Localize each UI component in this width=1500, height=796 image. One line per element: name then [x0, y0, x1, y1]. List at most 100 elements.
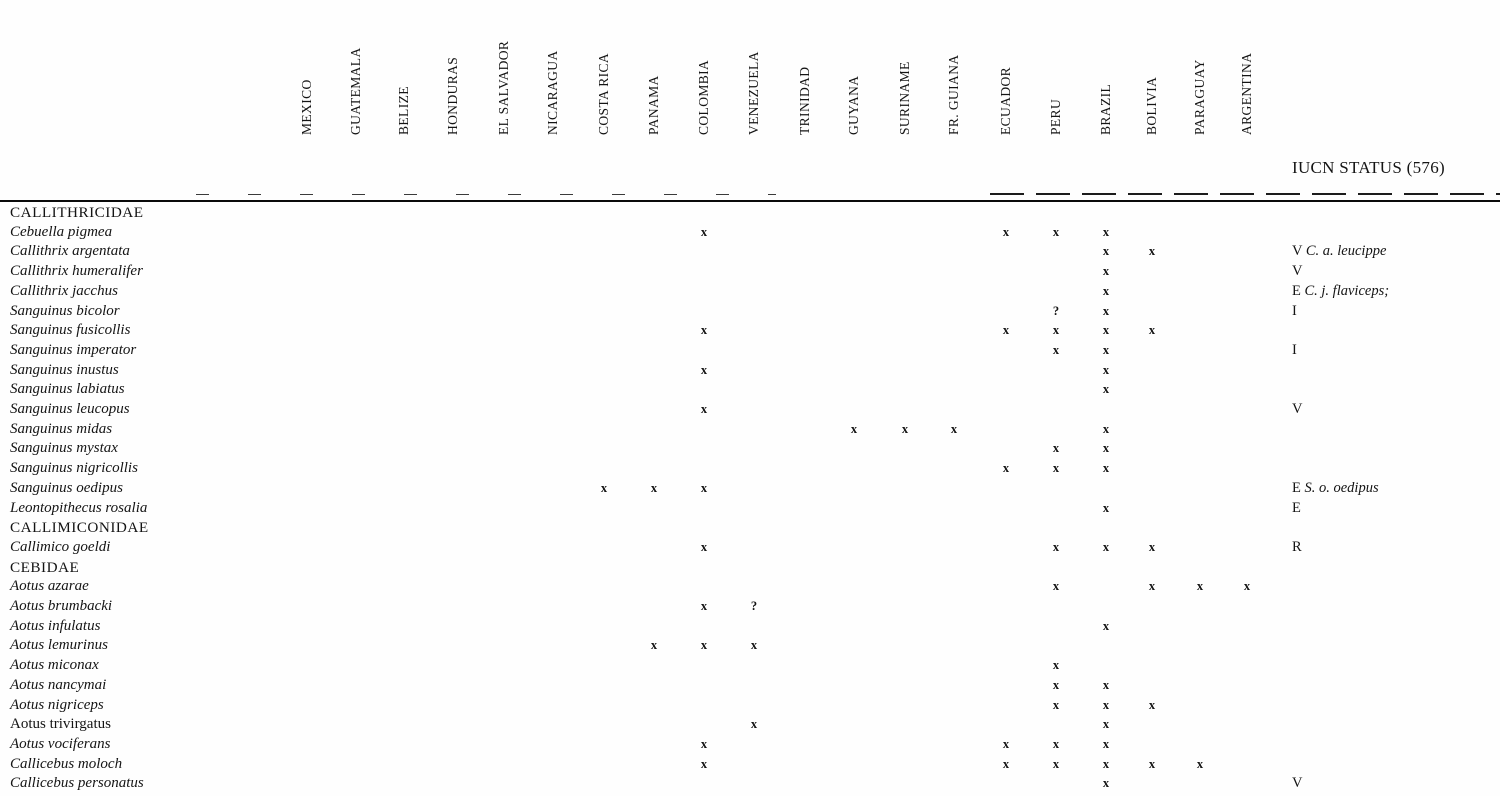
column-header-country: PERU	[1048, 98, 1063, 135]
presence-mark: x	[1102, 283, 1110, 298]
presence-mark: x	[1052, 677, 1060, 692]
presence-mark: x	[650, 638, 658, 653]
iucn-status-code: E	[1292, 499, 1301, 516]
table-row: Sanguinus midas x x x x	[0, 420, 1500, 440]
presence-mark: x	[700, 599, 708, 613]
iucn-status-code: I	[1292, 302, 1297, 319]
column-header-country: HONDURAS	[445, 56, 460, 135]
column-header-country: GUATEMALA	[348, 47, 363, 135]
presence-mark: x	[750, 717, 758, 732]
presence-mark: x	[1052, 441, 1060, 456]
column-header-country: COSTA RICA	[596, 52, 611, 135]
presence-mark: x	[1102, 382, 1110, 397]
species-name: Sanguinus labiatus	[10, 381, 125, 398]
table-row: Leontopithecus rosalia x E	[0, 499, 1500, 519]
iucn-status-subspecies-note: S. o. oedipus	[1304, 479, 1379, 496]
presence-mark: ?	[750, 599, 758, 613]
table-row: Aotus nigriceps x x x	[0, 696, 1500, 716]
iucn-status: E	[1292, 499, 1301, 519]
table-row: Sanguinus leucopus x V	[0, 400, 1500, 420]
species-name: Cebuella pigmea	[10, 223, 113, 240]
presence-mark: x	[1052, 736, 1060, 751]
presence-mark: x	[1102, 303, 1110, 318]
species-name: Sanguinus oedipus	[10, 479, 123, 496]
presence-mark: x	[1052, 461, 1060, 476]
table-row: Sanguinus oedipus x x x E S. o. oedipus	[0, 479, 1500, 499]
presence-mark: x	[1002, 224, 1010, 239]
column-header-country: TRINIDAD	[797, 66, 812, 135]
presence-mark: x	[1102, 323, 1110, 338]
species-name: Sanguinus fusicollis	[10, 322, 131, 339]
presence-mark: x	[1102, 224, 1110, 239]
iucn-status: R	[1292, 538, 1302, 558]
column-header-country: BOLIVIA	[1144, 76, 1159, 135]
family-name: CALLITHRICIDAE	[10, 204, 144, 221]
table-row: Sanguinus mystax x x	[0, 439, 1500, 459]
table-row: Aotus miconax x	[0, 656, 1500, 676]
species-name: Aotus infulatus	[10, 617, 101, 634]
table-row: Sanguinus bicolor? x I	[0, 302, 1500, 322]
presence-mark: x	[1148, 539, 1156, 554]
iucn-status-subspecies-note: C. a. leucippe	[1305, 243, 1387, 260]
presence-mark: x	[1102, 539, 1110, 554]
presence-mark: x	[1002, 736, 1010, 751]
column-header-country: SURINAME	[897, 61, 912, 135]
table-row: Aotus azarae x x x x	[0, 577, 1500, 597]
iucn-status-code: R	[1292, 538, 1302, 555]
species-name: Sanguinus imperator	[10, 341, 137, 358]
column-header-country: EL SALVADOR	[496, 40, 511, 135]
presence-mark: x	[1102, 342, 1110, 357]
iucn-status: E C. j. flaviceps;	[1292, 282, 1389, 302]
species-name: Aotus vociferans	[10, 735, 111, 752]
table-row: Callimico goeldi x x x x R	[0, 538, 1500, 558]
species-name: Aotus trivirgatus	[10, 716, 111, 733]
table-row: Sanguinus fusicollis x x x x x	[0, 321, 1500, 341]
column-header-country: ECUADOR	[998, 66, 1013, 135]
presence-mark: x	[1102, 756, 1110, 771]
presence-mark: x	[700, 539, 708, 554]
header-divider-line	[0, 200, 1500, 202]
presence-mark: x	[1148, 756, 1156, 771]
species-name: Aotus nancymai	[10, 676, 107, 693]
presence-mark: x	[1148, 697, 1156, 712]
presence-mark: x	[1102, 500, 1110, 515]
presence-mark: x	[1102, 717, 1110, 732]
scan-artifact-line	[990, 193, 1500, 195]
table-row: Aotus trivirgatus x x	[0, 715, 1500, 735]
family-name: CEBIDAE	[10, 558, 80, 576]
table-row: Callicebus personatus x V	[0, 774, 1500, 794]
presence-mark: x	[1002, 323, 1010, 338]
presence-mark: x	[1102, 776, 1110, 791]
presence-mark: x	[1102, 362, 1110, 377]
table-row: CALLITHRICIDAE	[0, 203, 1500, 223]
presence-mark: x	[600, 480, 608, 495]
column-header-country: ARGENTINA	[1239, 52, 1254, 135]
table-row: Aotus lemurinus x x x	[0, 636, 1500, 656]
presence-mark: x	[950, 421, 958, 436]
iucn-status-subspecies-note: C. j. flaviceps;	[1304, 282, 1390, 299]
presence-mark: x	[1102, 736, 1110, 751]
iucn-status: E S. o. oedipus	[1292, 479, 1379, 499]
species-name: Callimico goeldi	[10, 538, 111, 555]
presence-mark: x	[700, 323, 708, 338]
presence-mark: x	[700, 362, 708, 377]
presence-mark: x	[1102, 677, 1110, 692]
presence-mark: x	[1102, 618, 1110, 633]
iucn-status: I	[1292, 302, 1297, 322]
presence-mark: x	[1052, 697, 1060, 712]
table-row: Sanguinus inustus x x	[0, 361, 1500, 381]
iucn-status-code: V	[1292, 243, 1303, 260]
presence-mark: x	[1243, 579, 1251, 594]
table-row: Aotus nancymai x x	[0, 676, 1500, 696]
column-header-country: COLOMBIA	[696, 59, 711, 135]
table-row: Sanguinus imperator x x I	[0, 341, 1500, 361]
table-row: Aotus infulatus x	[0, 617, 1500, 637]
table-row: Cebuella pigmea x x x x	[0, 223, 1500, 243]
iucn-status-code: V	[1292, 775, 1303, 792]
presence-mark: x	[700, 402, 708, 416]
table-row: Aotus brumbacki x?	[0, 597, 1500, 617]
species-name: Sanguinus leucopus	[10, 401, 130, 417]
column-header-country: MEXICO	[299, 79, 314, 135]
column-header-country: NICARAGUA	[545, 50, 560, 135]
iucn-status-code: V	[1292, 263, 1303, 280]
